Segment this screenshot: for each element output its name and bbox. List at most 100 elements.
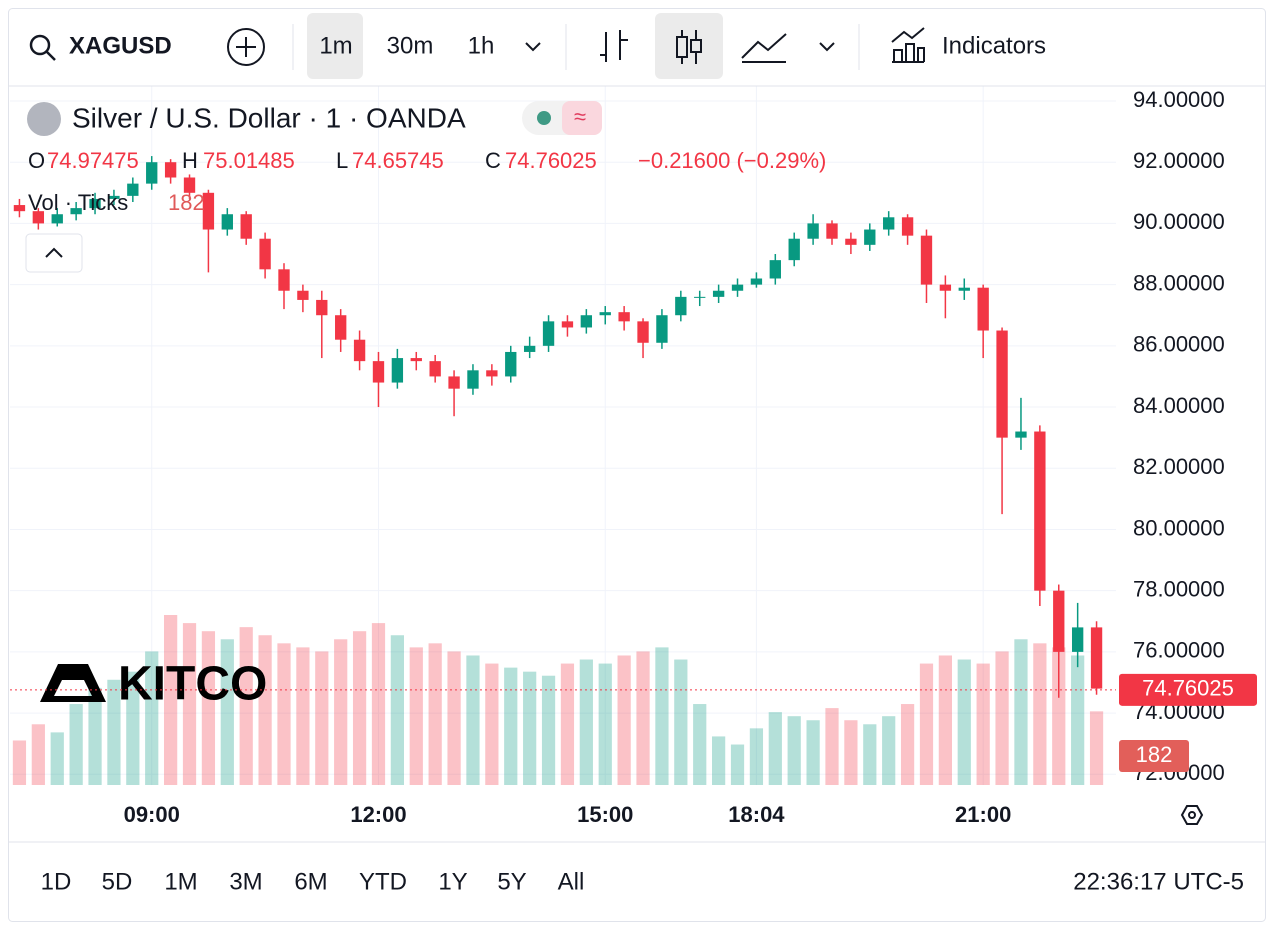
ohlc-legend: O 74.97475 H 75.01485 L 74.65745 C 74.76025 −0.2… bbox=[28, 148, 826, 173]
candle-body bbox=[807, 223, 819, 239]
ohlc-key: L bbox=[336, 148, 348, 173]
volume-bar bbox=[523, 671, 537, 785]
search-icon[interactable] bbox=[29, 34, 51, 56]
range-button[interactable]: YTD bbox=[359, 868, 407, 895]
candle-body bbox=[1034, 431, 1046, 591]
candle-body bbox=[448, 376, 460, 389]
candle-body bbox=[769, 260, 781, 279]
dropdown[interactable] bbox=[525, 42, 541, 52]
indicators-button[interactable]: Indicators bbox=[942, 32, 1046, 59]
range-button[interactable]: 1M bbox=[164, 868, 197, 895]
candle-body bbox=[89, 198, 101, 209]
volume-bar bbox=[315, 651, 329, 785]
candle-body bbox=[297, 290, 309, 300]
volume-bar bbox=[485, 663, 499, 785]
candle-body bbox=[108, 195, 120, 199]
volume-bar bbox=[182, 623, 197, 785]
volume-badge bbox=[1119, 740, 1189, 772]
volume-bar bbox=[88, 687, 102, 785]
volume-bar bbox=[126, 671, 140, 785]
kitco-icon bbox=[40, 664, 106, 702]
volume-bar bbox=[145, 651, 159, 785]
range-button[interactable]: 5Y bbox=[497, 868, 526, 895]
ohlc-key: O bbox=[28, 148, 45, 173]
candle-body bbox=[316, 299, 328, 316]
candle-body bbox=[580, 315, 593, 328]
candle-body bbox=[467, 370, 479, 389]
volume-bar bbox=[201, 631, 216, 785]
delay-icon: ≈ bbox=[574, 104, 586, 129]
volume-bar bbox=[107, 679, 121, 785]
volume-bar bbox=[371, 623, 386, 785]
interval-button[interactable]: 1m bbox=[319, 32, 352, 59]
last-price-badge bbox=[1119, 673, 1257, 706]
range-button[interactable]: 6M bbox=[294, 868, 327, 895]
settings-icon[interactable] bbox=[1180, 805, 1204, 825]
volume-bar bbox=[352, 631, 367, 785]
interval-button[interactable]: 1h bbox=[468, 32, 495, 59]
area-icon[interactable] bbox=[741, 33, 787, 63]
candle-body bbox=[1053, 590, 1065, 652]
volume-bar bbox=[617, 655, 631, 785]
candle-body bbox=[410, 358, 422, 362]
volume-bar bbox=[390, 635, 404, 785]
volume-bar bbox=[296, 647, 310, 785]
symbol[interactable]: XAGUSD bbox=[69, 32, 172, 59]
add-symbol[interactable] bbox=[227, 28, 265, 66]
candle-body bbox=[259, 238, 271, 270]
volume-bar bbox=[976, 663, 990, 785]
frame bbox=[8, 8, 1266, 922]
range-button[interactable]: All bbox=[558, 868, 585, 895]
ohlc-value: 74.65745 bbox=[352, 148, 444, 173]
range-button[interactable]: 1Y bbox=[438, 868, 467, 895]
volume-bar bbox=[447, 651, 461, 785]
y-tick-label: 94.00000 bbox=[1133, 87, 1225, 112]
candle-body bbox=[146, 162, 158, 184]
y-tick-label: 82.00000 bbox=[1133, 454, 1225, 479]
dropdown[interactable] bbox=[819, 42, 835, 52]
candle-body bbox=[32, 211, 45, 224]
indicators-icon[interactable] bbox=[891, 27, 925, 63]
range-button[interactable]: 3M bbox=[229, 868, 262, 895]
candle-body bbox=[391, 358, 404, 383]
volume-bar bbox=[598, 663, 612, 785]
candle-body bbox=[164, 162, 177, 178]
clock: 22:36:17 UTC-5 bbox=[1073, 868, 1244, 895]
candle-body bbox=[920, 235, 933, 285]
volume-bar bbox=[938, 655, 952, 785]
ohlc-value: 74.97475 bbox=[47, 148, 139, 173]
candle-body bbox=[1071, 627, 1084, 652]
candle-body bbox=[599, 312, 611, 316]
volume-pane bbox=[12, 615, 1104, 785]
range-button[interactable]: 1D bbox=[41, 868, 72, 895]
symbol-logo bbox=[27, 102, 61, 136]
volume-bar bbox=[768, 712, 782, 785]
delay-badge bbox=[562, 101, 602, 135]
volume-bar bbox=[277, 643, 291, 785]
candle-body bbox=[372, 361, 385, 383]
candle-body bbox=[788, 238, 800, 261]
candle-body bbox=[127, 183, 139, 196]
bars-icon[interactable] bbox=[600, 30, 628, 62]
volume-bar bbox=[50, 732, 64, 785]
volume-bar bbox=[560, 663, 575, 785]
candle-body bbox=[675, 296, 687, 316]
candle-body bbox=[335, 315, 347, 340]
candle-body bbox=[977, 287, 989, 331]
volume-bar bbox=[220, 639, 234, 785]
volume-bar bbox=[409, 647, 423, 785]
candle-body bbox=[864, 229, 876, 245]
last-price-label: 74.76025 bbox=[1142, 676, 1234, 701]
volume-bar bbox=[466, 655, 480, 785]
candle-body bbox=[618, 312, 630, 322]
kitco-text: KITCO bbox=[118, 658, 267, 711]
x-tick-label: 15:00 bbox=[577, 802, 633, 827]
collapse-legend[interactable] bbox=[25, 233, 83, 273]
candle-body bbox=[694, 296, 706, 298]
x-tick-label: 09:00 bbox=[124, 802, 180, 827]
range-button[interactable]: 5D bbox=[102, 868, 133, 895]
interval-button[interactable]: 30m bbox=[387, 32, 434, 59]
volume-bar bbox=[900, 704, 915, 785]
